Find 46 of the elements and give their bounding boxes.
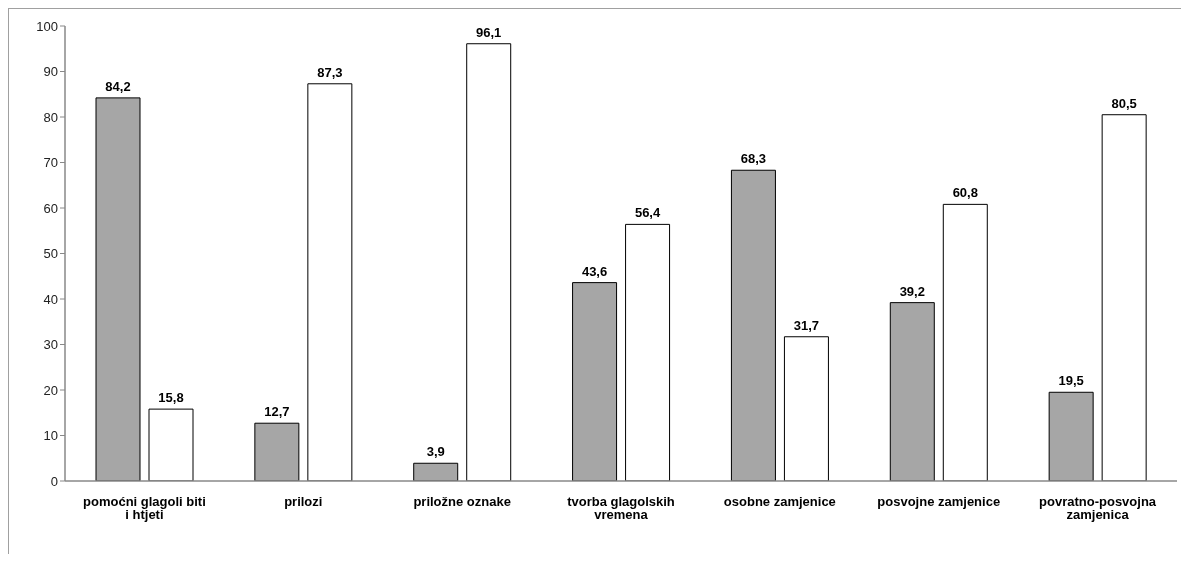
x-tick-label: posvojne zamjenice [877,494,1001,510]
x-tick-label: povratno-posvojna zamjenica [1039,494,1157,523]
x-tick-label: priložne oznake [413,494,511,510]
bar [572,282,618,481]
bar [466,43,512,481]
y-tick-label: 0 [50,473,58,489]
data-label: 80,5 [1111,95,1137,111]
x-tick-label: osobne zamjenice [723,494,836,510]
data-label: 12,7 [264,404,290,420]
data-label: 43,6 [581,263,608,279]
bar [625,223,671,481]
data-label: 60,8 [952,185,978,201]
bar [254,422,300,481]
data-label: 31,7 [793,317,820,333]
data-label: 68,3 [740,151,767,167]
bar [1101,114,1147,481]
bar [942,203,988,481]
bar [889,302,935,481]
x-tick-label: pomoćni glagoli biti i htjeti [83,494,206,523]
y-tick-label: 90 [43,64,58,80]
y-tick-label: 10 [43,428,58,444]
y-tick-label: 50 [43,246,58,262]
x-tick-label: tvorba glagolskih vremena [567,494,675,523]
data-label: 15,8 [158,390,184,406]
data-label: 96,1 [476,24,502,40]
y-tick-label: 80 [43,109,58,125]
y-tick-label: 30 [43,337,58,353]
bar [413,462,459,481]
data-label: 3,9 [426,444,445,460]
bar [730,169,776,481]
y-tick-label: 70 [43,155,58,171]
bar [95,97,141,481]
data-label: 56,4 [634,205,661,221]
bar [148,408,194,481]
bar [307,83,353,481]
data-label: 87,3 [317,64,343,80]
y-tick-label: 40 [43,291,58,307]
y-tick-label: 20 [43,382,58,398]
x-tick-label: prilozi [284,494,323,510]
y-tick-label: 60 [43,200,58,216]
y-tick-label: 100 [36,18,58,34]
bar [1048,391,1094,481]
data-label: 84,2 [105,78,131,94]
data-label: 39,2 [899,283,925,299]
data-label: 19,5 [1058,373,1084,389]
bar [783,336,829,481]
